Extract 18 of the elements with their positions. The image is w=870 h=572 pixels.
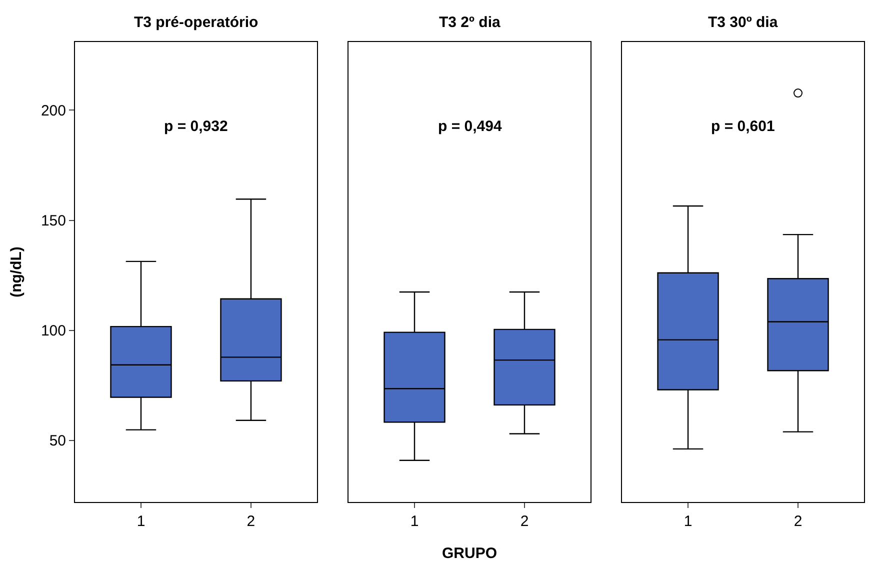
chart-title: T3 pré-operatório [134,14,258,31]
x-tick-label: 1 [684,513,692,530]
x-tick-label: 1 [136,513,146,530]
y-tick-label: 50 [49,432,66,450]
x-axis-title: GRUPO [442,545,498,562]
x-tick-label: 2 [246,513,256,530]
y-tick-label: 200 [40,102,66,120]
annotation: p = 0,601 [711,118,775,135]
y-axis-title: (ng/dL) [8,246,26,298]
chart-title: T3 30º dia [708,14,778,31]
x-tick-label: 2 [520,513,529,530]
x-tick-label: 1 [410,513,419,530]
annotation: p = 0,932 [164,118,228,135]
chart-title: T3 2º dia [439,14,501,31]
annotation: p = 0,494 [438,118,502,135]
x-tick-label: 2 [794,513,802,530]
y-tick-label: 150 [40,212,66,230]
y-tick-label: 100 [40,322,66,340]
